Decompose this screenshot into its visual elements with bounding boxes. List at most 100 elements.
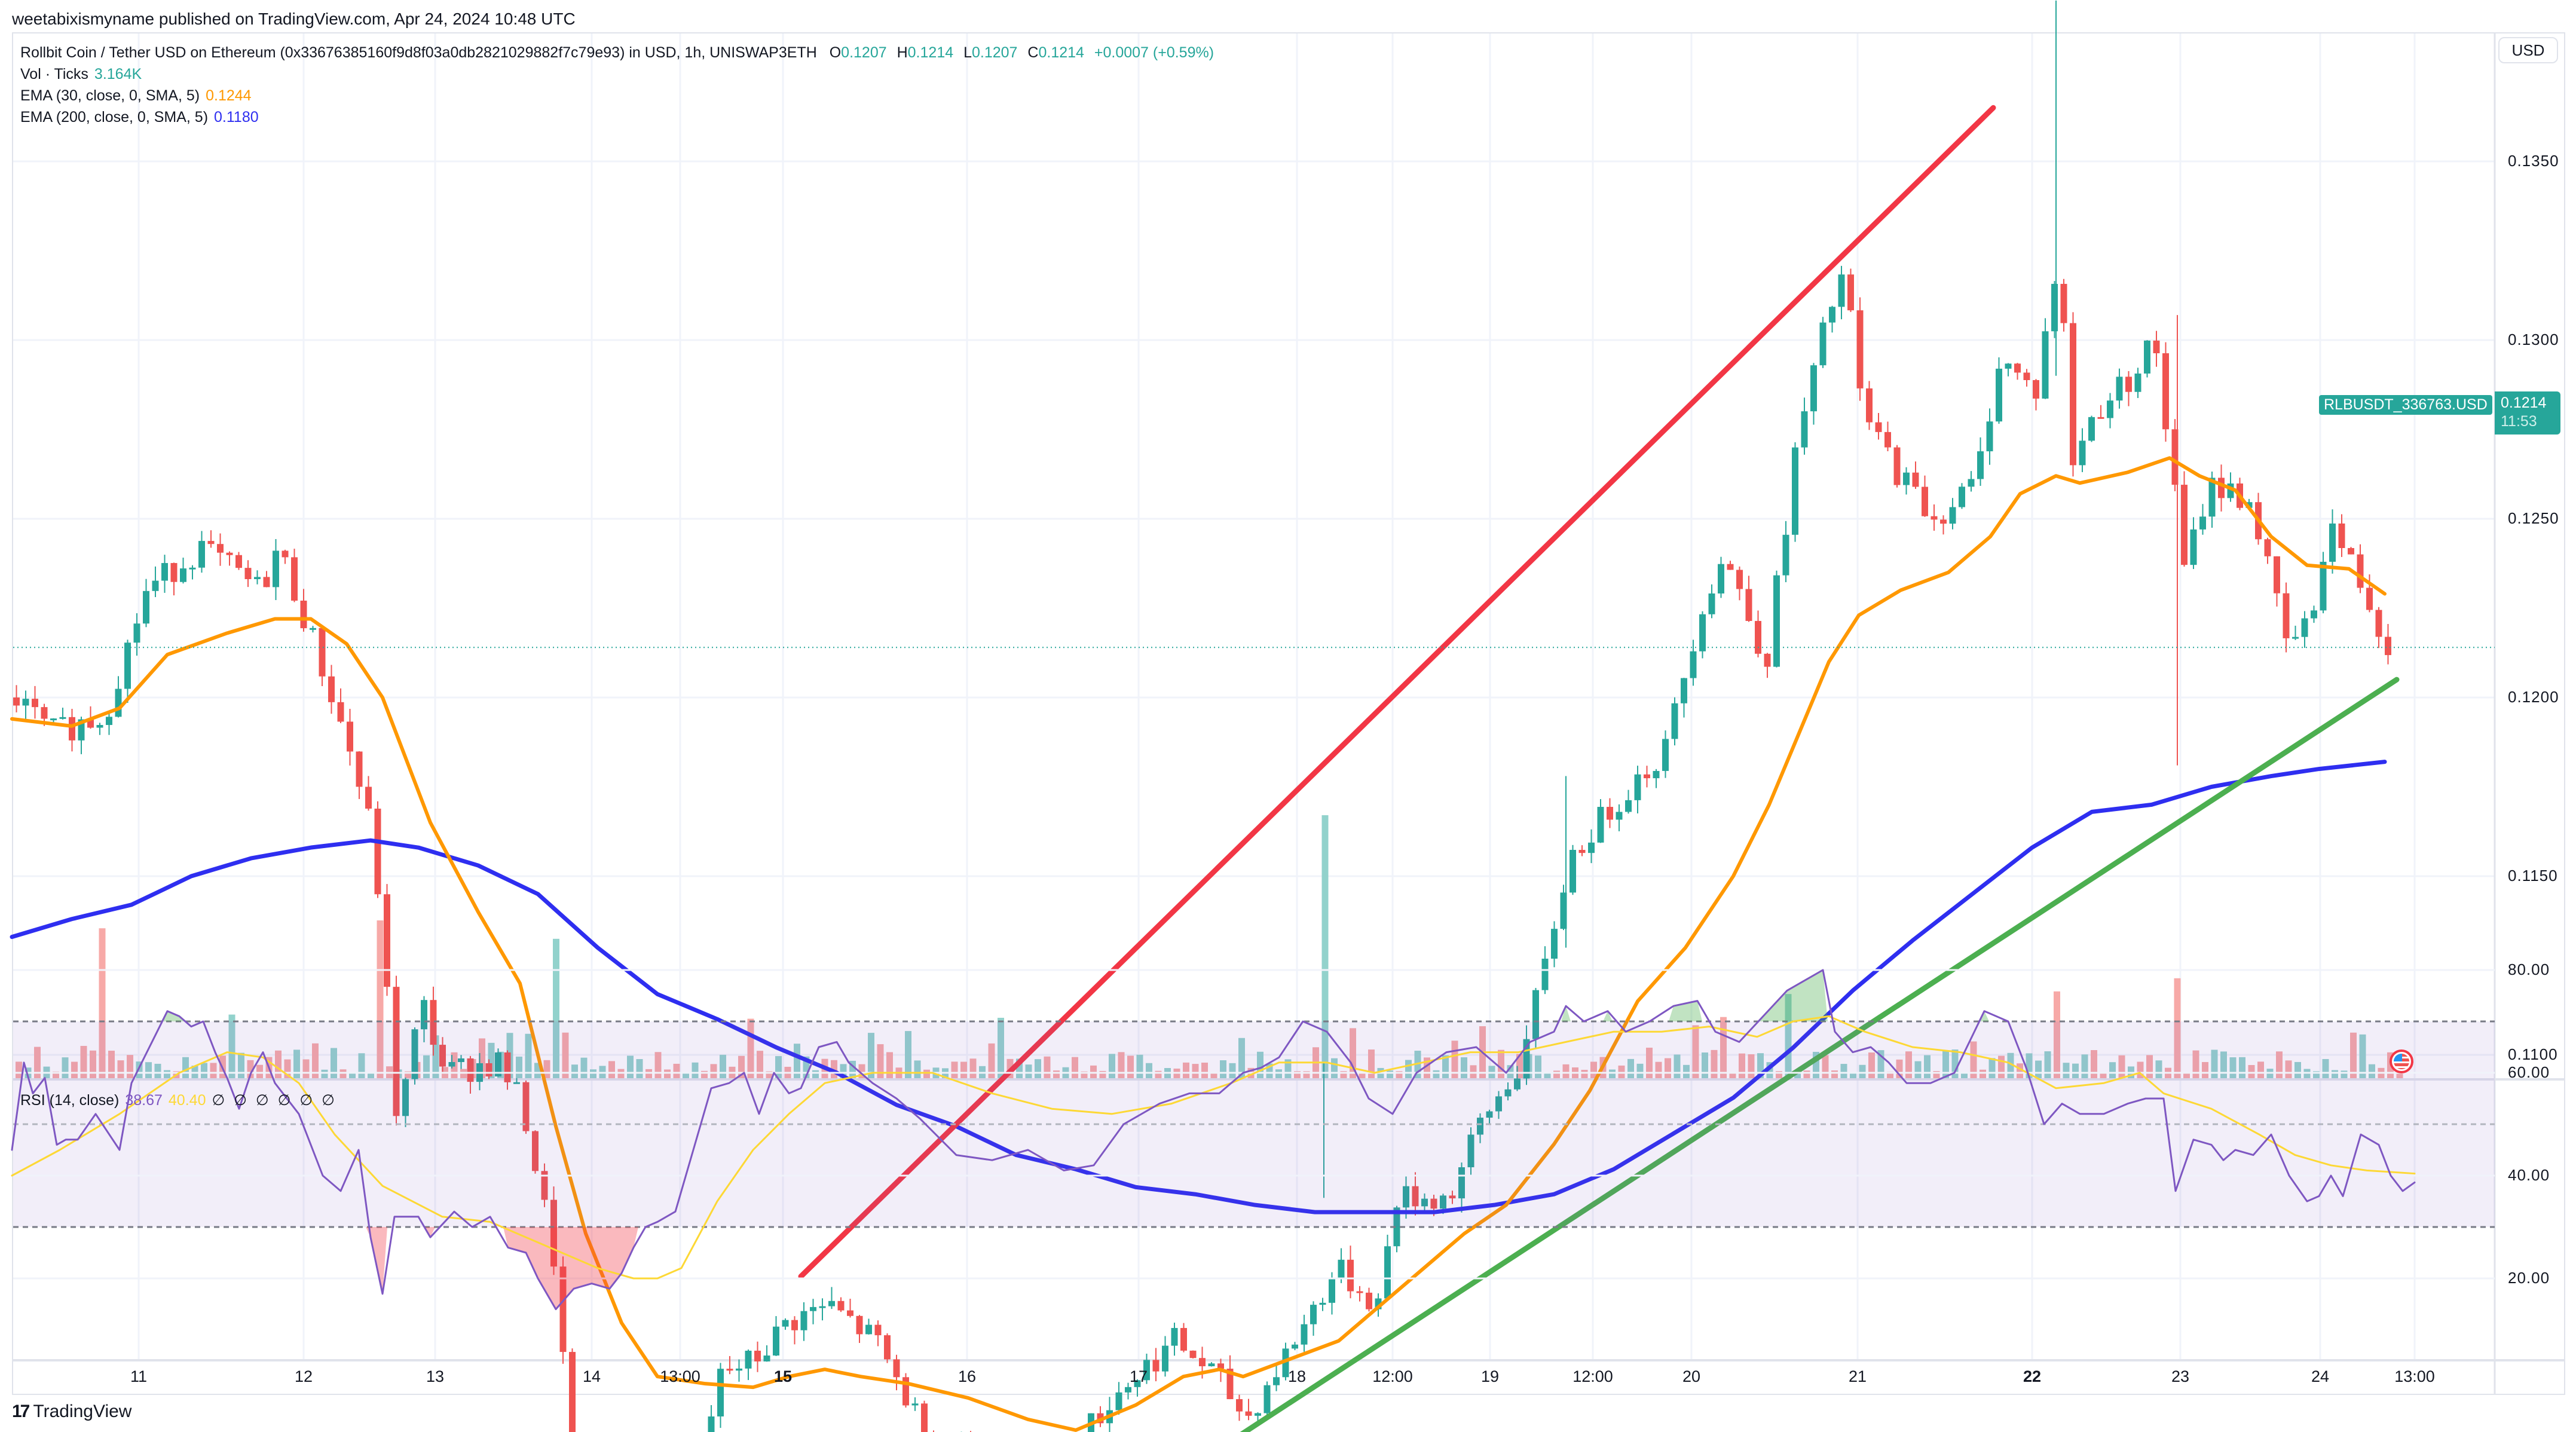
candle-body <box>911 1403 919 1406</box>
rsi-overbought-fill <box>1603 1011 1613 1021</box>
candle-body <box>726 1369 733 1371</box>
volume-bar <box>1350 1028 1356 1078</box>
candle-body <box>337 702 344 722</box>
ema200-legend[interactable]: EMA (200, close, 0, SMA, 5) 0.1180 <box>20 109 259 126</box>
volume-bar <box>2118 1055 2125 1078</box>
candle-body <box>1607 807 1613 820</box>
volume-bar <box>701 1070 708 1078</box>
volume-bar <box>432 1035 439 1078</box>
candle-body <box>2385 637 2391 656</box>
volume-bar <box>1776 1071 1782 1078</box>
candle-body <box>1810 365 1817 412</box>
us-flag-event-icon[interactable] <box>2390 1049 2413 1073</box>
candle-body <box>2134 374 2141 392</box>
volume-bar <box>525 1033 532 1078</box>
resistance-trendline <box>798 105 1996 1280</box>
ohlc-change: +0.0007 (+0.59%) <box>1094 44 1214 61</box>
candle-body <box>1644 774 1650 779</box>
volume-bar <box>1840 1064 1847 1078</box>
candle-body <box>1152 1360 1159 1372</box>
volume-bar <box>238 1052 244 1078</box>
candle-body <box>2014 363 2021 373</box>
volume-bar <box>812 1070 819 1078</box>
candle-body <box>439 1045 446 1067</box>
volume-bar <box>775 1056 782 1078</box>
volume-bar <box>1544 1072 1551 1078</box>
time-tick: 13:00 <box>660 1367 700 1385</box>
candle-body <box>2125 377 2132 392</box>
rsi-oversold-fill <box>503 1227 638 1309</box>
candle-body <box>78 719 85 741</box>
time-tick: 12:00 <box>1572 1367 1613 1385</box>
volume-bar <box>2035 1060 2042 1078</box>
candle-body <box>2088 417 2095 441</box>
candle-body <box>448 1062 455 1067</box>
volume-bar <box>1831 1070 1838 1078</box>
tradingview-logo[interactable]: 17 TradingView <box>12 1402 131 1422</box>
rsi-legend[interactable]: RSI (14, close) 38.67 40.40 ∅ ∅ ∅ ∅ ∅ ∅ <box>20 1091 337 1109</box>
candle-body <box>263 577 270 588</box>
candle-body <box>2107 400 2113 418</box>
rsi-tick: 40.00 <box>2508 1166 2550 1184</box>
time-tick: 12:00 <box>1372 1367 1413 1385</box>
volume-bar <box>2202 1061 2208 1078</box>
volume-bar <box>312 1043 319 1078</box>
volume-bar <box>2285 1060 2292 1078</box>
symbol-legend[interactable]: Rollbit Coin / Tether USD on Ethereum (0… <box>20 44 1214 62</box>
volume-bar <box>1766 1062 1773 1078</box>
candle-body <box>1903 472 1910 485</box>
volume-bar <box>2332 1070 2338 1078</box>
time-tick: 14 <box>582 1367 601 1385</box>
candle-body <box>1736 570 1743 589</box>
candle-body <box>1375 1298 1382 1309</box>
time-tick: 13:00 <box>2394 1367 2435 1385</box>
candle-body <box>356 751 363 787</box>
candle-body <box>1523 1039 1530 1079</box>
time-tick: 16 <box>957 1367 977 1385</box>
chart-frame <box>12 32 2565 1395</box>
candle-body <box>2245 502 2253 508</box>
candle-body <box>467 1058 474 1082</box>
volume-legend[interactable]: Vol · Ticks 3.164K <box>20 66 142 83</box>
candle-body <box>217 544 224 553</box>
candle-body <box>2301 618 2308 637</box>
volume-bar <box>1081 1071 1088 1078</box>
volume-bar <box>1998 1055 2005 1078</box>
candle-body <box>2181 485 2188 565</box>
candle-body <box>1968 479 1975 487</box>
volume-bar <box>571 1064 578 1078</box>
candle-body <box>2153 340 2160 354</box>
candle-body <box>161 563 168 581</box>
volume-bar <box>1535 1055 1541 1078</box>
volume-bar <box>2007 1052 2014 1078</box>
volume-bar <box>1294 1071 1301 1078</box>
volume-bar <box>1553 1070 1560 1078</box>
ohlc-low-label: L <box>963 44 972 61</box>
time-tick: 22 <box>2023 1367 2042 1385</box>
candle-body <box>884 1335 891 1360</box>
currency-button[interactable]: USD <box>2498 37 2558 63</box>
volume-bar <box>1201 1062 1208 1078</box>
candle-body <box>2144 340 2150 374</box>
candle-body <box>2227 483 2234 498</box>
candle-body <box>2033 380 2039 399</box>
time-tick: 18 <box>1287 1367 1307 1385</box>
time-tick: 23 <box>2171 1367 2190 1385</box>
time-tick: 20 <box>1682 1367 1701 1385</box>
volume-bar <box>2192 1050 2199 1078</box>
candle-body <box>96 725 103 728</box>
candle-body <box>411 1029 418 1079</box>
candle-body <box>1356 1291 1363 1293</box>
volume-bar <box>627 1055 634 1078</box>
candle-body <box>1893 447 1901 485</box>
volume-bar <box>71 1061 78 1078</box>
candle-body <box>550 1200 557 1267</box>
candle-body <box>1217 1363 1224 1369</box>
volume-bar <box>1757 1053 1764 1078</box>
ema30-legend[interactable]: EMA (30, close, 0, SMA, 5) 0.1244 <box>20 87 252 105</box>
volume-bar <box>1266 1063 1273 1078</box>
candle-body <box>1199 1358 1206 1366</box>
candle-body <box>532 1131 539 1171</box>
volume-bar <box>1850 1073 1856 1078</box>
